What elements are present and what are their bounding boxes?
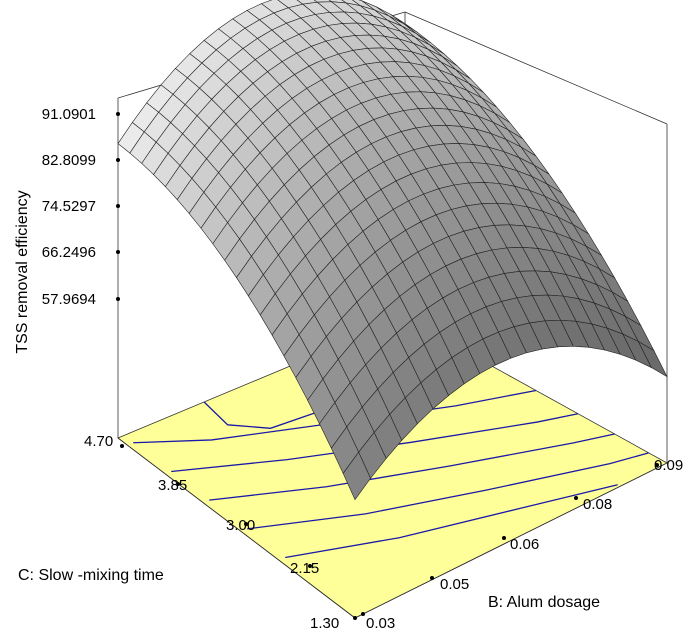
z-tick-mark	[116, 112, 120, 116]
z-tick-label: 82.8099	[42, 152, 96, 169]
c-tick-mark	[353, 616, 357, 620]
b-tick-label: 0.05	[440, 576, 469, 593]
z-tick-mark	[116, 204, 120, 208]
c-axis-title: C: Slow -mixing time	[18, 567, 164, 584]
b-tick-label: 0.08	[583, 496, 612, 513]
contour-line	[285, 484, 618, 559]
c-tick-label: 2.15	[290, 560, 319, 577]
z-tick-mark	[116, 250, 120, 254]
b-tick-label: 0.09	[654, 457, 683, 474]
response-surface-mesh	[117, 0, 668, 501]
c-tick-mark	[308, 564, 312, 568]
b-tick-label: 0.06	[510, 536, 539, 553]
contour-line	[171, 413, 579, 473]
axes	[116, 112, 668, 620]
b-tick-mark	[655, 463, 659, 467]
z-axis-title: TSS removal efficiency	[14, 190, 31, 353]
frame-edge	[404, 11, 668, 125]
b-tick-mark	[430, 576, 434, 580]
c-tick-mark	[244, 522, 248, 526]
z-tick-label: 74.5297	[42, 198, 96, 215]
z-tick-label: 91.0901	[42, 106, 96, 123]
z-tick-mark	[116, 158, 120, 162]
z-tick-label: 66.2496	[42, 244, 96, 261]
z-tick-mark	[116, 297, 120, 301]
b-axis-title: B: Alum dosage	[488, 594, 600, 611]
b-tick-mark	[502, 536, 506, 540]
b-tick-label: 0.03	[366, 615, 395, 632]
b-axis-line	[354, 462, 668, 619]
b-tick-mark	[361, 612, 365, 616]
surface-cell	[637, 340, 668, 378]
c-tick-label: 3.00	[226, 517, 255, 534]
c-tick-mark	[120, 444, 124, 448]
z-tick-label: 57.9694	[42, 291, 96, 308]
contour-line	[209, 433, 615, 501]
c-tick-label: 3.85	[158, 477, 187, 494]
c-axis-line	[117, 437, 356, 619]
c-tick-label: 1.30	[310, 615, 339, 632]
c-tick-mark	[176, 482, 180, 486]
b-tick-mark	[574, 496, 578, 500]
c-tick-label: 4.70	[84, 433, 113, 450]
contour-line	[247, 452, 649, 530]
